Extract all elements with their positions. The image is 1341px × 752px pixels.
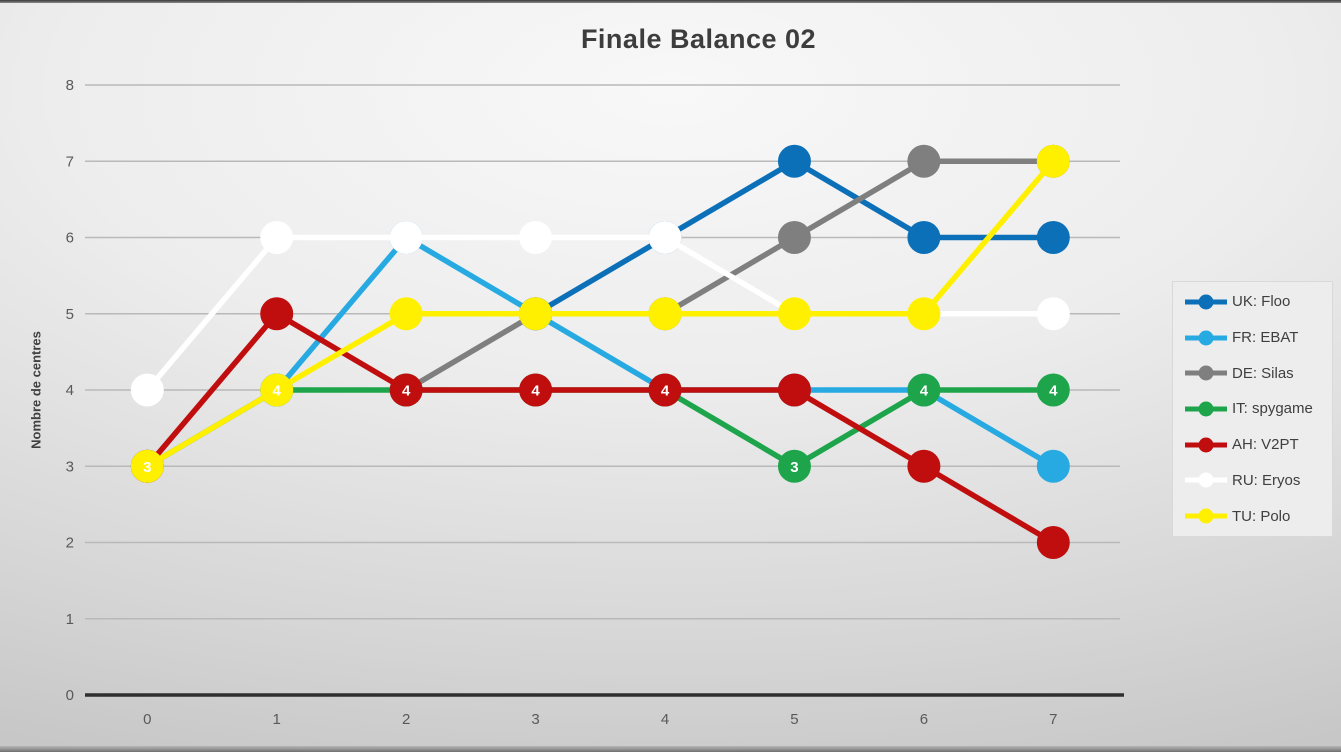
data-point [389,221,423,254]
svg-text:4: 4 [531,383,540,400]
data-point [519,221,553,254]
data-labels-it-spygame: 3 4 4 4 4 3 4 4 [143,383,1058,476]
legend-label: FR: EBAT [1232,329,1299,347]
legend: UK: Floo FR: EBAT DE: Silas IT: spygame AH: … [1172,281,1333,537]
data-point [389,373,423,407]
svg-text:5: 5 [790,711,798,728]
data-point [130,449,164,483]
legend-line-marker-icon [1185,294,1227,310]
legend-line-marker-icon [1185,365,1227,381]
svg-text:6: 6 [66,230,74,247]
legend-line-marker-icon [1185,508,1227,524]
legend-item-uk-floo: UK: Floo [1183,293,1332,310]
svg-text:4: 4 [66,382,74,399]
legend-item-ru-eryos: RU: Eryos [1183,472,1332,489]
svg-text:0: 0 [143,711,151,728]
svg-text:4: 4 [1049,383,1058,400]
legend-line-marker-icon [1185,472,1227,488]
legend-label: AH: V2PT [1232,436,1299,454]
legend-item-ah-v2pt: AH: V2PT [1183,436,1332,453]
svg-text:3: 3 [66,458,74,475]
data-point [1036,373,1070,407]
data-point [1036,144,1070,178]
series-fr-ebat [260,221,1070,483]
slide-top-edge [0,0,1341,3]
svg-text:6: 6 [920,711,928,728]
series-tu-polo [130,144,1070,483]
svg-text:2: 2 [66,535,74,552]
data-point [519,297,553,331]
svg-text:3: 3 [143,459,151,476]
data-point [519,373,553,407]
svg-text:3: 3 [531,711,539,728]
y-axis-ticks: 0 1 2 3 4 5 6 7 8 [66,77,74,704]
data-point [648,297,682,331]
data-point [907,297,941,331]
legend-item-fr-ebat: FR: EBAT [1183,329,1332,346]
svg-text:7: 7 [66,153,74,170]
svg-text:8: 8 [66,77,74,94]
svg-text:4: 4 [402,383,411,400]
svg-text:3: 3 [790,459,798,476]
legend-item-de-silas: DE: Silas [1183,365,1332,382]
svg-text:4: 4 [661,383,670,400]
legend-line-marker-icon [1185,437,1227,453]
legend-label: DE: Silas [1232,364,1294,382]
slide-bottom-edge [0,746,1341,752]
data-point [1036,221,1070,254]
legend-label: TU: Polo [1232,507,1291,525]
legend-line-marker-icon [1185,330,1227,346]
svg-text:7: 7 [1049,711,1057,728]
data-point [1036,526,1070,559]
legend-line-marker-icon [1185,401,1227,417]
x-axis-ticks: 0 1 2 3 4 5 6 7 [143,711,1057,728]
svg-text:5: 5 [66,306,74,323]
data-point [777,144,811,178]
data-point [260,373,294,407]
data-point [389,297,423,331]
legend-item-tu-polo: TU: Polo [1183,508,1332,525]
data-point [1036,297,1070,331]
data-point [260,221,294,254]
svg-text:4: 4 [920,383,929,400]
legend-label: UK: Floo [1232,293,1291,311]
data-point [777,373,811,407]
series-ah-v2pt [130,297,1070,559]
svg-text:4: 4 [661,711,669,728]
data-point [907,373,941,407]
data-point [907,221,941,254]
svg-text:1: 1 [273,711,281,728]
data-point [1036,449,1070,483]
legend-label: RU: Eryos [1232,471,1301,489]
svg-text:1: 1 [66,611,74,628]
data-point [777,221,811,254]
data-point [260,297,294,331]
data-point [777,297,811,331]
legend-label: IT: spygame [1232,400,1313,418]
svg-text:0: 0 [66,687,74,704]
data-point [777,449,811,483]
svg-text:2: 2 [402,711,410,728]
legend-item-it-spygame: IT: spygame [1183,400,1332,417]
data-point [907,449,941,483]
data-point [130,373,164,407]
data-point [907,144,941,178]
data-point [648,373,682,407]
chart-title: Finale Balance 02 [580,24,817,54]
svg-text:4: 4 [273,383,282,400]
data-point [648,221,682,254]
